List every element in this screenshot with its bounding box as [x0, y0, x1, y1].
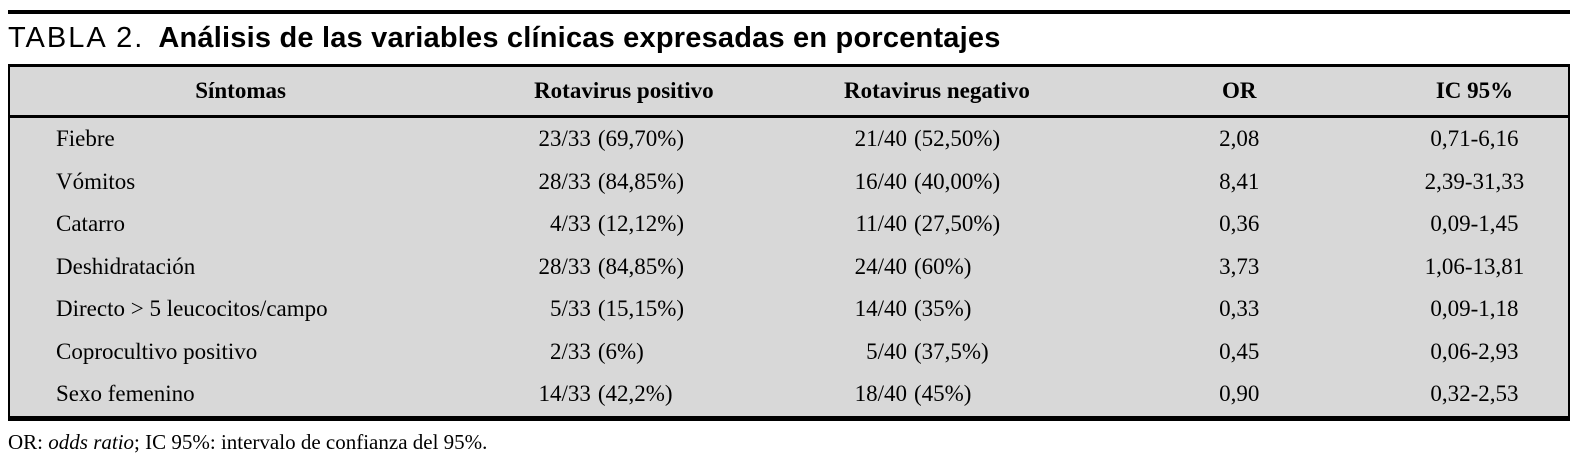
cell-or: 0,36 — [1219, 211, 1260, 237]
table-footnote: OR: odds ratio; IC 95%: intervalo de con… — [8, 430, 487, 454]
cell-ic95: 0,09-1,18 — [1430, 296, 1519, 322]
footnote-rest: ; IC 95%: intervalo de confianza del 95%… — [134, 430, 488, 454]
cell-or: 3,73 — [1219, 253, 1260, 279]
table-number-label: TABLA 2. — [8, 22, 145, 54]
cell-rotavirus-negativo: 11/40 (27,50%) — [855, 211, 1001, 237]
cell-ic95: 0,32-2,53 — [1430, 381, 1519, 407]
table-header-row: Síntomas Rotavirus positivo Rotavirus ne… — [10, 67, 1568, 118]
column-header-or: OR — [1221, 78, 1257, 103]
column-header-rotavirus-positivo: Rotavirus positivo — [534, 78, 714, 103]
cell-or: 0,45 — [1219, 338, 1260, 364]
column-header-rotavirus-negativo: Rotavirus negativo — [844, 78, 1030, 103]
cell-rotavirus-positivo: 4/33 (12,12%) — [549, 211, 685, 237]
cell-sintoma: Catarro — [56, 211, 125, 237]
footnote-odds-ratio: odds ratio — [48, 430, 135, 454]
footnote-or-label: OR: — [8, 430, 49, 454]
cell-rotavirus-negativo: 14/40 (35%) — [854, 296, 972, 322]
cell-or: 8,41 — [1219, 168, 1260, 194]
table-row: Catarro 4/33 (12,12%) 11/40 (27,50%) 0,36 … — [10, 203, 1568, 246]
cell-sintoma: Coprocultivo positivo — [56, 338, 258, 364]
cell-rotavirus-negativo: 24/40 (60%) — [854, 253, 972, 279]
table-body: Fiebre 23/33 (69,70%) 21/40 (52,50%) 2,08 … — [10, 118, 1568, 416]
cell-rotavirus-positivo: 2/33 (6%) — [549, 338, 644, 364]
cell-or: 2,08 — [1219, 126, 1260, 152]
cell-rotavirus-negativo: 5/40 (37,5%) — [866, 338, 989, 364]
cell-ic95: 2,39-31,33 — [1424, 168, 1525, 194]
cell-sintoma: Directo > 5 leucocitos/campo — [56, 296, 328, 322]
table-row: Deshidratación 28/33 (84,85%) 24/40 (60%) … — [10, 246, 1568, 289]
cell-rotavirus-negativo: 21/40 (52,50%) — [854, 126, 1001, 152]
table-row: Coprocultivo positivo 2/33 (6%) 5/40 (37,5… — [10, 331, 1568, 374]
cell-ic95: 0,09-1,45 — [1430, 211, 1519, 237]
data-table: Síntomas Rotavirus positivo Rotavirus ne… — [8, 64, 1570, 421]
cell-rotavirus-positivo: 14/33 (42,2%) — [538, 381, 673, 407]
table-title-text: Análisis de las variables clínicas expre… — [158, 22, 1001, 54]
table-row: Directo > 5 leucocitos/campo 5/33 (15,15%… — [10, 288, 1568, 331]
cell-rotavirus-negativo: 16/40 (40,00%) — [854, 168, 1001, 194]
cell-sintoma: Deshidratación — [56, 253, 196, 279]
cell-rotavirus-positivo: 23/33 (69,70%) — [538, 126, 685, 152]
cell-rotavirus-negativo: 18/40 (45%) — [854, 381, 972, 407]
top-rule — [8, 10, 1570, 14]
table-row: Fiebre 23/33 (69,70%) 21/40 (52,50%) 2,08 … — [10, 118, 1568, 161]
cell-or: 0,33 — [1219, 296, 1260, 322]
table-title: TABLA 2. Análisis de las variables clínic… — [8, 22, 1570, 54]
cell-sintoma: Fiebre — [56, 126, 115, 152]
cell-sintoma: Vómitos — [56, 168, 136, 194]
table-row: Sexo femenino 14/33 (42,2%) 18/40 (45%) 0,… — [10, 373, 1568, 416]
cell-ic95: 0,71-6,16 — [1430, 126, 1519, 152]
table-row: Vómitos 28/33 (84,85%) 16/40 (40,00%) 8,41… — [10, 161, 1568, 204]
column-header-sintomas: Síntomas — [195, 78, 286, 103]
cell-rotavirus-positivo: 28/33 (84,85%) — [538, 168, 685, 194]
cell-sintoma: Sexo femenino — [56, 381, 195, 407]
cell-rotavirus-positivo: 28/33 (84,85%) — [538, 253, 685, 279]
cell-ic95: 0,06-2,93 — [1430, 338, 1519, 364]
cell-ic95: 1,06-13,81 — [1424, 253, 1525, 279]
cell-rotavirus-positivo: 5/33 (15,15%) — [549, 296, 685, 322]
cell-or: 0,90 — [1219, 381, 1260, 407]
column-header-ic95: IC 95% — [1435, 78, 1514, 103]
